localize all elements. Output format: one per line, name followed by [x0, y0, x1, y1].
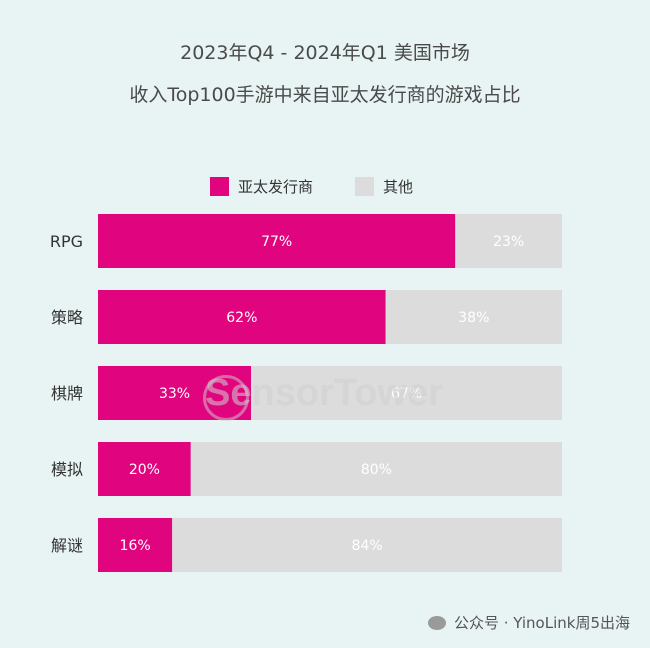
chart-legend: 亚太发行商 其他 — [210, 176, 455, 197]
data-label: 23% — [493, 234, 524, 250]
bar-segment-other — [385, 290, 562, 344]
category-label: 棋牌 — [51, 384, 83, 403]
watermark-logo-icon — [203, 375, 249, 421]
legend-swatch-series2 — [355, 177, 375, 196]
data-label: 77% — [261, 234, 292, 250]
data-label: 80% — [361, 462, 392, 478]
footer-source: 公众号 · YinoLink周5出海 — [427, 612, 630, 633]
category-label: 解谜 — [51, 536, 83, 555]
watermark: SensorTower — [205, 372, 443, 414]
data-label: 67% — [391, 386, 422, 402]
legend-label-series2: 其他 — [383, 178, 414, 196]
legend-item-series2: 其他 — [355, 176, 413, 197]
data-label: 16% — [120, 538, 151, 554]
bar-segment-other — [172, 518, 563, 572]
chart-title-line1: 2023年Q4 - 2024年Q1 美国市场 — [180, 42, 470, 64]
data-label: 62% — [226, 310, 257, 326]
legend-item-series1: 亚太发行商 — [210, 176, 313, 197]
legend-swatch-series1 — [210, 177, 229, 196]
bar-segment-other — [190, 442, 563, 496]
data-label: 38% — [458, 310, 489, 326]
bar-segment-other — [455, 214, 562, 268]
legend-label-series1: 亚太发行商 — [238, 178, 314, 196]
bar-segment-apac — [98, 290, 386, 344]
category-label: RPG — [50, 232, 83, 251]
wechat-icon — [427, 615, 446, 630]
category-label: 策略 — [51, 308, 83, 327]
category-label: 模拟 — [51, 460, 83, 479]
bar-segment-apac — [98, 518, 173, 572]
bar-segment-other — [251, 366, 562, 420]
data-label: 20% — [129, 462, 160, 478]
bar-segment-apac — [98, 442, 191, 496]
data-label: 33% — [159, 386, 190, 402]
data-label: 84% — [352, 538, 383, 554]
bar-segment-apac — [98, 214, 456, 268]
footer-text: 公众号 · YinoLink周5出海 — [453, 614, 630, 632]
chart-title-line2: 收入Top100手游中来自亚太发行商的游戏占比 — [129, 84, 521, 106]
